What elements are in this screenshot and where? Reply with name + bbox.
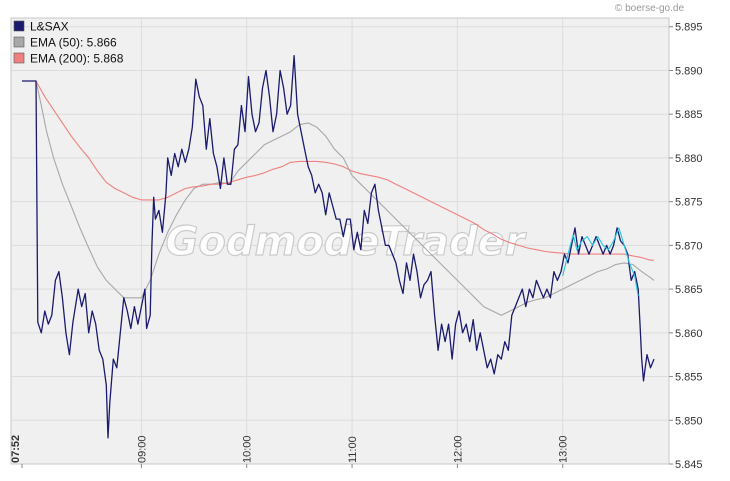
legend: L&SAX EMA (50): 5.866 EMA (200): 5.868 <box>13 20 124 66</box>
legend-label: L&SAX <box>30 20 69 34</box>
x-tick-label: 12:00 <box>452 435 464 463</box>
y-tick-label: 5.860 <box>675 328 703 340</box>
y-tick-label: 5.845 <box>675 459 703 471</box>
series-line-1 <box>22 80 655 316</box>
y-tick-label: 5.870 <box>675 240 703 252</box>
x-axis: 07:52 09:00 10:00 11:00 12:00 13:00 <box>10 435 570 468</box>
legend-swatch <box>13 52 25 64</box>
y-tick-label: 5.865 <box>675 284 703 296</box>
y-tick-label: 5.895 <box>675 22 703 34</box>
plot-background <box>10 17 670 465</box>
y-axis: 5.845 5.850 5.855 5.860 5.865 5.870 5.875 5.880… <box>669 22 703 471</box>
x-tick-label: 10:00 <box>242 435 254 463</box>
copyright: © boerse-go.de <box>615 3 685 14</box>
y-tick-label: 5.875 <box>675 197 703 209</box>
series-line-2 <box>22 80 654 261</box>
y-tick-label: 5.850 <box>675 415 703 427</box>
series-lines <box>22 54 655 439</box>
y-tick-label: 5.890 <box>675 65 703 77</box>
legend-label: EMA (50): 5.866 <box>30 36 117 50</box>
series-line-0 <box>22 54 655 439</box>
legend-swatch <box>13 36 25 48</box>
y-tick-label: 5.885 <box>675 109 703 121</box>
y-tick-label: 5.880 <box>675 153 703 165</box>
x-tick-label: 13:00 <box>558 435 570 463</box>
grid-lines <box>11 18 669 464</box>
x-tick-label: 11:00 <box>347 436 359 463</box>
legend-swatch <box>13 20 25 32</box>
x-tick-label: 09:00 <box>136 435 148 463</box>
watermark: GodmodeTrader <box>166 219 527 265</box>
legend-label: EMA (200): 5.868 <box>30 52 124 66</box>
x-tick-label: 07:52 <box>10 435 22 463</box>
y-tick-label: 5.855 <box>675 372 703 384</box>
series-line-3 <box>562 227 639 297</box>
